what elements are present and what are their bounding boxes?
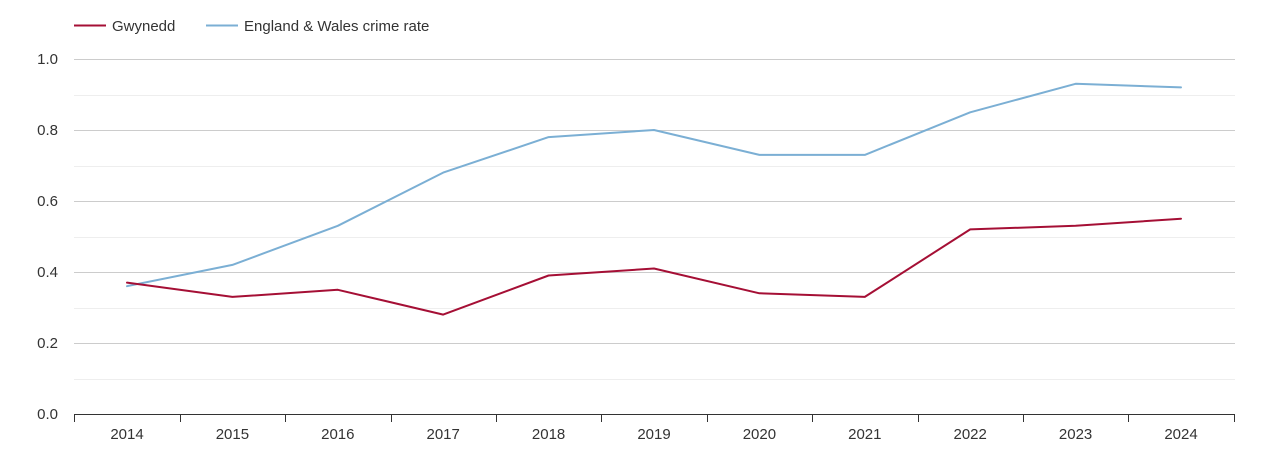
y-tick-label: 0.8 <box>37 122 58 139</box>
x-tick-label: 2017 <box>427 426 460 443</box>
x-tick-label: 2020 <box>743 426 776 443</box>
y-axis: 0.0 0.2 0.4 0.6 0.8 1.0 <box>37 51 58 423</box>
x-tick-label: 2014 <box>110 426 143 443</box>
x-tick-label: 2019 <box>637 426 670 443</box>
y-tick-label: 1.0 <box>37 51 58 68</box>
y-tick-label: 0.4 <box>37 264 58 281</box>
y-tick-label: 0.6 <box>37 193 58 210</box>
y-tick-label: 0.2 <box>37 335 58 352</box>
x-tick-label: 2021 <box>848 426 881 443</box>
x-tick-label: 2022 <box>954 426 987 443</box>
series-lines <box>126 82 1182 316</box>
x-axis: 2014 2015 2016 2017 2018 2019 2020 2021 2022 2023… <box>74 414 1235 443</box>
series-line-gwynedd[interactable] <box>126 217 1182 316</box>
x-tick-label: 2024 <box>1164 426 1197 443</box>
legend-item-gwynedd[interactable]: Gwynedd <box>74 18 175 35</box>
x-tick-label: 2016 <box>321 426 354 443</box>
series-line-england-wales-crime-rate[interactable] <box>126 82 1182 288</box>
legend-label: England & Wales crime rate <box>244 18 429 35</box>
legend-label: Gwynedd <box>112 18 175 35</box>
x-tick-label: 2015 <box>216 426 249 443</box>
legend-item-england-wales-crime-rate[interactable]: England & Wales crime rate <box>206 18 429 35</box>
x-tick-label: 2018 <box>532 426 565 443</box>
y-tick-label: 0.0 <box>37 406 58 423</box>
gridlines <box>74 59 1235 380</box>
legend[interactable]: Gwynedd England & Wales crime rate <box>74 18 429 35</box>
x-tick-label: 2023 <box>1059 426 1092 443</box>
